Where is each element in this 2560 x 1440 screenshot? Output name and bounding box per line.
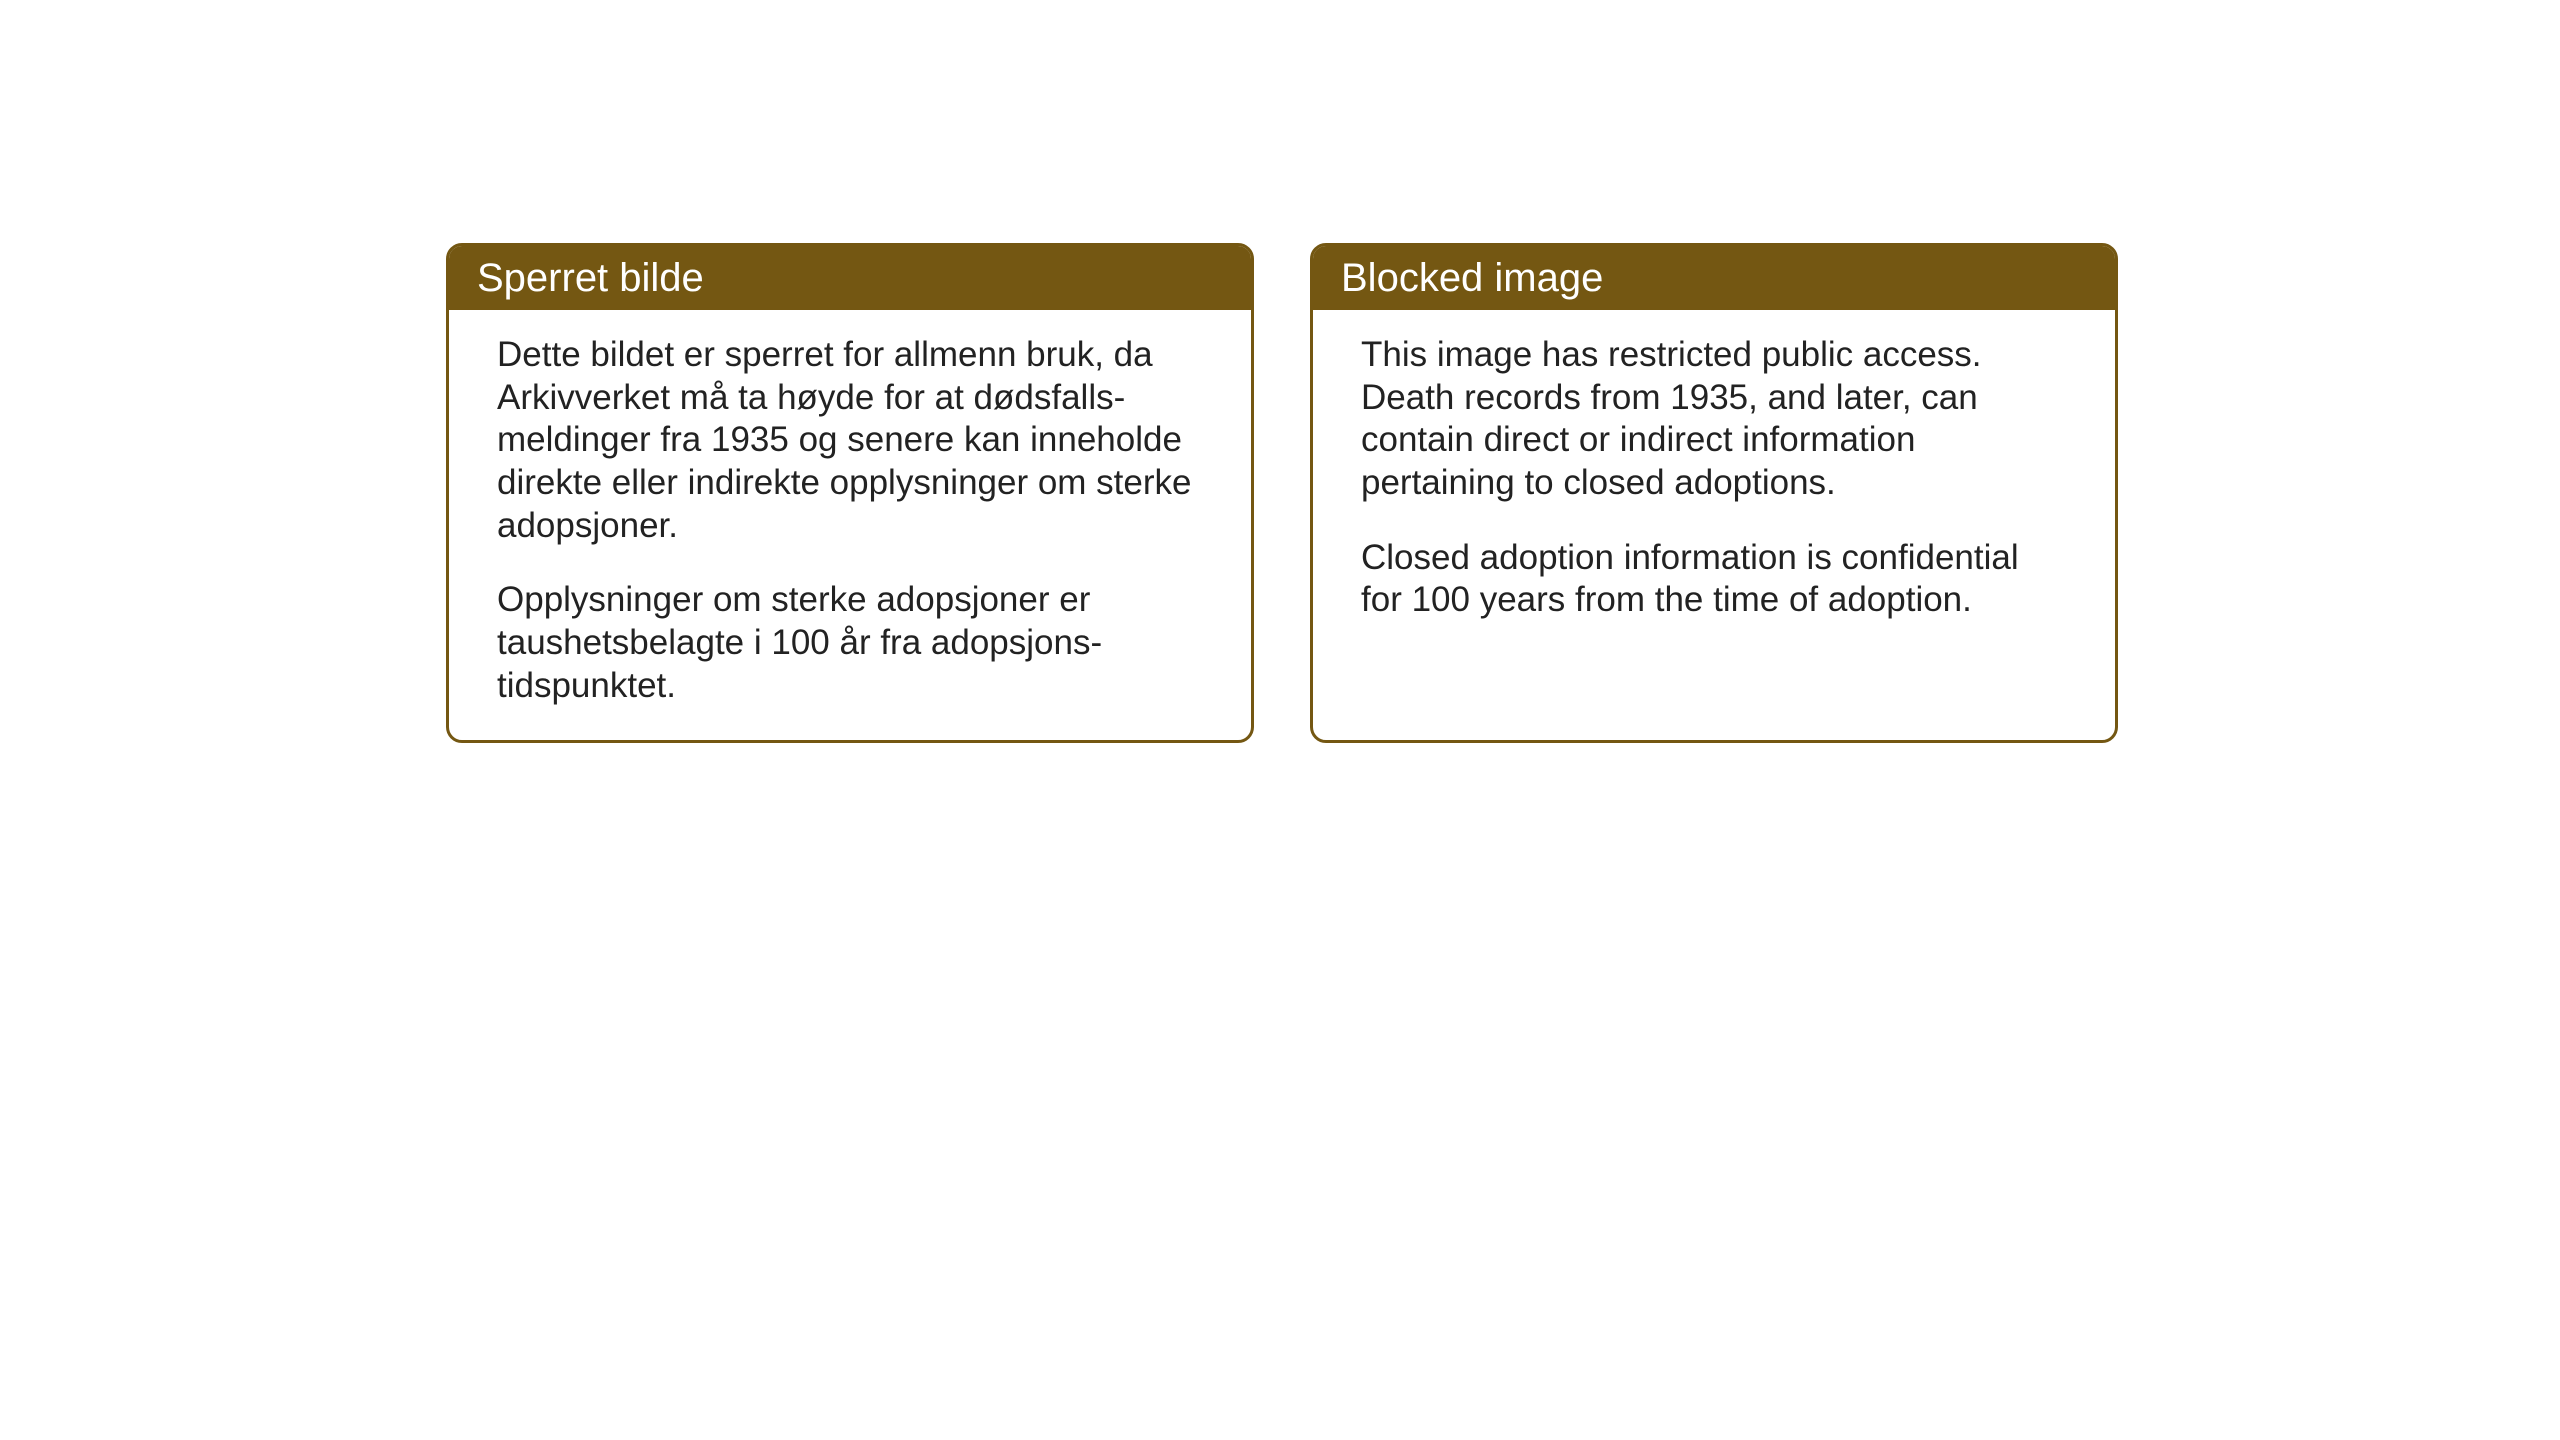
card-body: This image has restricted public access.… [1313, 310, 2115, 708]
card-paragraph: Dette bildet er sperret for allmenn bruk… [497, 334, 1203, 547]
card-title: Sperret bilde [477, 256, 704, 300]
card-paragraph: This image has restricted public access.… [1361, 334, 2067, 505]
card-paragraph: Opplysninger om sterke adopsjoner er tau… [497, 579, 1203, 707]
card-paragraph: Closed adoption information is confident… [1361, 537, 2067, 622]
card-norwegian: Sperret bilde Dette bildet er sperret fo… [446, 243, 1254, 743]
card-header: Sperret bilde [449, 246, 1251, 310]
card-body: Dette bildet er sperret for allmenn bruk… [449, 310, 1251, 740]
card-english: Blocked image This image has restricted … [1310, 243, 2118, 743]
card-title: Blocked image [1341, 256, 1603, 300]
cards-container: Sperret bilde Dette bildet er sperret fo… [446, 243, 2118, 743]
card-header: Blocked image [1313, 246, 2115, 310]
